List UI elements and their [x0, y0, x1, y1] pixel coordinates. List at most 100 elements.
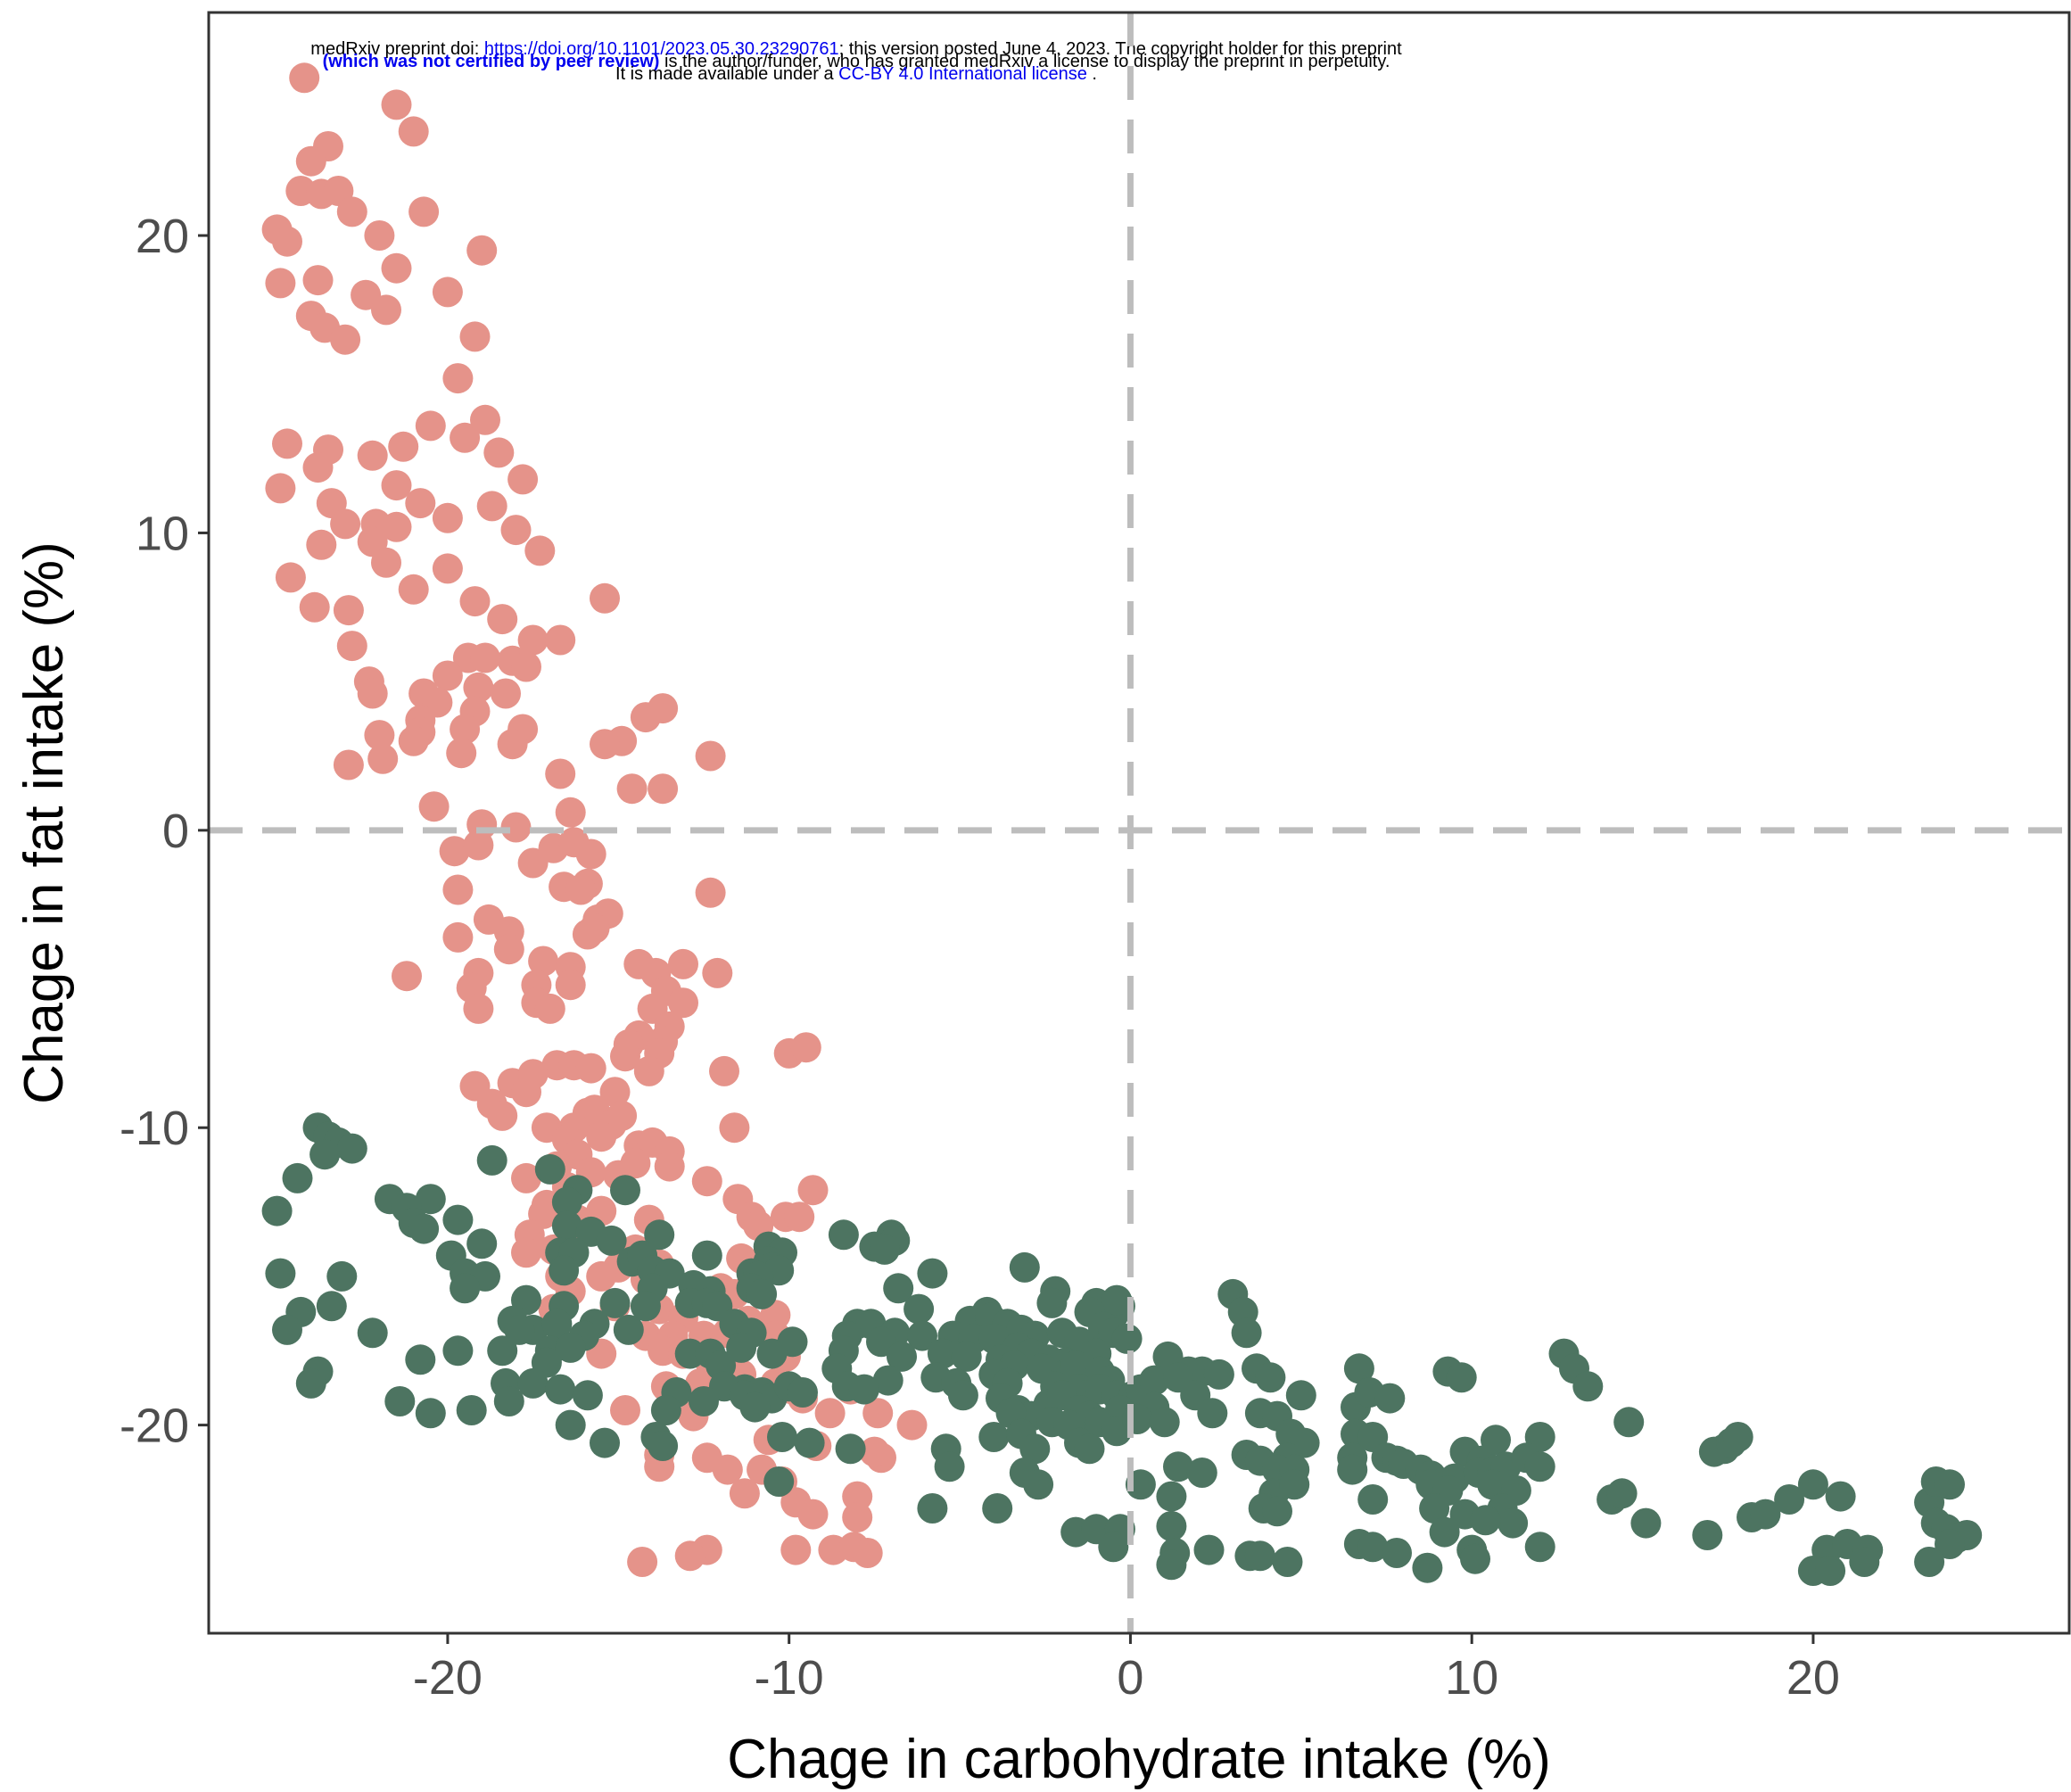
point-s2-219 — [1074, 1433, 1105, 1465]
point-s2-294 — [1470, 1505, 1501, 1536]
point-s2-7 — [282, 1162, 313, 1193]
point-s1-165 — [691, 1166, 722, 1197]
point-s2-260 — [1023, 1469, 1054, 1500]
reference-lines — [209, 12, 2069, 1633]
point-s1-83 — [367, 743, 399, 774]
point-s2-159 — [1139, 1365, 1170, 1396]
point-s2-59 — [599, 1287, 631, 1318]
point-s1-120 — [392, 961, 422, 992]
point-s1-15 — [302, 265, 334, 296]
point-s2-34 — [691, 1240, 722, 1271]
point-s1-235 — [729, 1478, 760, 1509]
point-s2-224 — [1613, 1407, 1645, 1438]
point-s2-17 — [442, 1204, 474, 1235]
point-s1-24 — [442, 363, 474, 394]
point-s2-214 — [794, 1427, 825, 1458]
point-s1-127 — [534, 993, 565, 1024]
point-s2-126 — [951, 1341, 982, 1372]
license-suffix: . — [1086, 64, 1097, 84]
point-s1-243 — [852, 1538, 883, 1568]
point-s1-1 — [381, 89, 412, 120]
point-s1-111 — [442, 921, 474, 953]
point-s2-9 — [610, 1175, 640, 1206]
point-s2-196 — [415, 1398, 446, 1429]
point-s1-68 — [491, 678, 521, 709]
point-s2-267 — [1477, 1469, 1508, 1500]
y-axis-label: Chage in fat intake (%) — [13, 541, 75, 1104]
license-link[interactable]: CC-BY 4.0 International license — [838, 64, 1087, 84]
point-s2-69 — [630, 1291, 661, 1322]
point-s1-118 — [668, 948, 698, 979]
point-s1-88 — [616, 773, 648, 805]
point-s2-211 — [555, 1409, 586, 1441]
point-s1-239 — [842, 1502, 873, 1532]
point-s2-317 — [1412, 1552, 1443, 1583]
point-s1-181 — [784, 1202, 815, 1233]
point-s2-176 — [947, 1380, 978, 1411]
point-s2-190 — [1285, 1380, 1316, 1411]
point-s2-277 — [982, 1493, 1013, 1524]
point-s2-174 — [848, 1374, 879, 1405]
y-tick-label: 20 — [136, 210, 189, 263]
point-s1-168 — [511, 1162, 541, 1193]
point-s2-125 — [927, 1338, 958, 1369]
point-s1-112 — [493, 934, 524, 965]
point-s2-217 — [1019, 1433, 1051, 1465]
point-s2-197 — [456, 1395, 487, 1425]
point-s2-227 — [835, 1433, 866, 1465]
point-s1-94 — [439, 836, 470, 867]
point-s2-67 — [1102, 1284, 1133, 1316]
point-s1-123 — [555, 970, 586, 1001]
point-s1-12 — [364, 220, 395, 251]
point-s2-275 — [1935, 1469, 1965, 1500]
point-s1-229 — [712, 1454, 743, 1485]
point-s2-200 — [650, 1395, 681, 1425]
point-s1-53 — [590, 582, 620, 614]
point-s1-223 — [862, 1398, 894, 1429]
point-s2-243 — [1722, 1422, 1753, 1452]
point-s1-81 — [590, 729, 620, 760]
point-s2-98 — [504, 1314, 535, 1345]
point-s1-147 — [599, 1077, 631, 1108]
point-s1-47 — [524, 535, 556, 566]
point-s2-124 — [887, 1341, 917, 1372]
point-s1-103 — [565, 874, 597, 905]
point-s2-270 — [1606, 1478, 1638, 1509]
point-s2-245 — [1186, 1458, 1217, 1488]
point-s1-93 — [500, 812, 532, 843]
license-statement: is the author/funder, who has granted me… — [659, 52, 1390, 71]
y-tick-label: -10 — [120, 1102, 189, 1155]
point-s1-142 — [633, 1055, 664, 1086]
x-tick-label: -20 — [413, 1651, 483, 1705]
point-s1-220 — [610, 1395, 640, 1425]
point-s2-18 — [551, 1210, 582, 1242]
point-s2-115 — [442, 1335, 474, 1367]
point-s1-82 — [497, 729, 528, 760]
license-prefix: It is made available under a — [615, 64, 839, 84]
point-s1-45 — [306, 529, 337, 560]
axes: -20 -10 0 10 20 -20 -10 0 10 20 — [120, 210, 1840, 1705]
point-s1-44 — [500, 515, 532, 546]
point-s1-2 — [398, 116, 429, 147]
point-s1-95 — [463, 830, 494, 861]
x-tick-label: 10 — [1445, 1651, 1498, 1705]
point-s2-319 — [1815, 1556, 1846, 1586]
point-s1-245 — [674, 1540, 705, 1572]
point-s1-63 — [432, 660, 463, 691]
point-s2-284 — [1498, 1507, 1529, 1539]
point-s1-26 — [450, 422, 481, 453]
doi-link[interactable]: https://doi.org/10.1101/2023.05.30.23290… — [483, 39, 839, 59]
point-s2-307 — [1193, 1534, 1225, 1565]
y-tick-label: 10 — [136, 507, 189, 560]
point-s1-113 — [528, 946, 559, 977]
point-s2-13 — [551, 1186, 582, 1218]
point-s2-105 — [907, 1320, 937, 1351]
point-s2-121 — [726, 1332, 757, 1363]
point-s2-172 — [788, 1377, 818, 1408]
point-s1-110 — [579, 913, 610, 944]
point-s2-28 — [869, 1234, 900, 1265]
point-s2-199 — [572, 1380, 603, 1411]
point-s2-256 — [1524, 1451, 1555, 1482]
point-s2-63 — [1036, 1287, 1068, 1318]
point-s2-304 — [1935, 1529, 1965, 1559]
